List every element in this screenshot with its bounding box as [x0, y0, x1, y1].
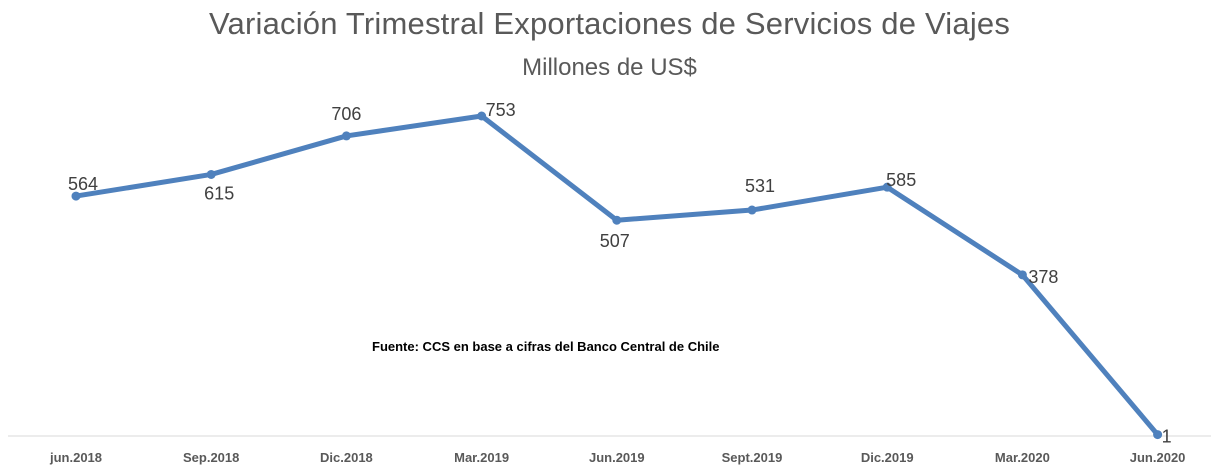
data-point-jun-2019: [612, 215, 622, 225]
x-tick-label-jun-2018: jun.2018: [49, 450, 102, 465]
data-label-sep-2018: 615: [204, 183, 234, 203]
data-label-dic-2018: 706: [331, 104, 361, 124]
data-point-sep-2018: [206, 169, 216, 179]
data-label-jun-2019: 507: [600, 231, 630, 251]
data-point-dic-2018: [341, 131, 351, 141]
data-label-jun-2018: 564: [68, 174, 98, 194]
data-label-mar-2019: 753: [486, 100, 516, 120]
x-tick-label-dic-2019: Dic.2019: [861, 450, 914, 465]
chart-title: Variación Trimestral Exportaciones de Se…: [208, 6, 1011, 41]
data-label-dic-2019: 585: [886, 170, 916, 190]
data-point-dic-2019: [882, 182, 892, 192]
x-tick-label-sept-2019: Sept.2019: [722, 450, 783, 465]
data-point-mar-2020: [1017, 270, 1027, 280]
data-point-mar-2019: [477, 111, 487, 121]
x-tick-label-sep-2018: Sep.2018: [183, 450, 239, 465]
data-point-jun-2020: [1153, 430, 1163, 440]
x-tick-label-jun-2019: Jun.2019: [589, 450, 645, 465]
data-label-jun-2020: 1: [1162, 427, 1172, 447]
data-label-mar-2020: 378: [1028, 267, 1058, 287]
x-tick-label-mar-2020: Mar.2020: [995, 450, 1050, 465]
data-label-sept-2019: 531: [745, 176, 775, 196]
x-tick-label-dic-2018: Dic.2018: [320, 450, 373, 465]
x-tick-label-mar-2019: Mar.2019: [454, 450, 509, 465]
x-tick-label-jun-2020: Jun.2020: [1130, 450, 1186, 465]
series-line: [73, 113, 1161, 438]
chart-subtitle: Millones de US$: [522, 54, 697, 81]
data-point-jun-2018: [71, 191, 81, 201]
data-point-sept-2019: [747, 205, 757, 215]
source-note: Fuente: CCS en base a cifras del Banco C…: [372, 339, 720, 354]
